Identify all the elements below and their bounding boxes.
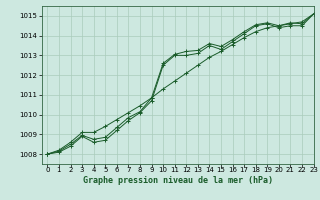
- X-axis label: Graphe pression niveau de la mer (hPa): Graphe pression niveau de la mer (hPa): [83, 176, 273, 185]
